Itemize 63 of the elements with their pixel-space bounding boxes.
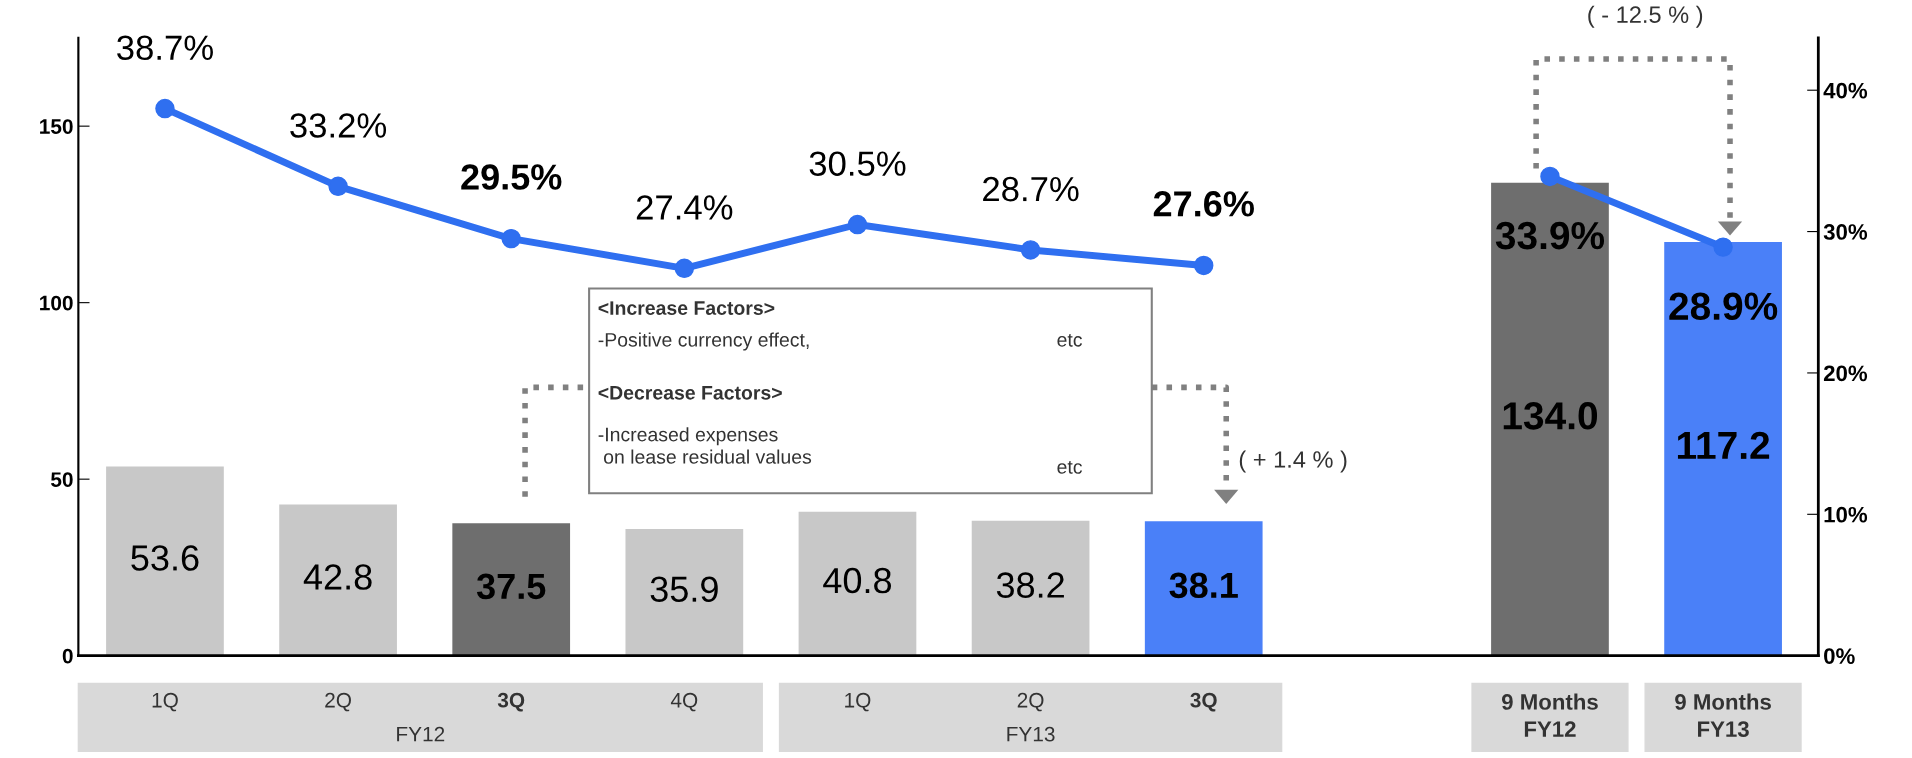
data-label: 27.6% [1153, 191, 1254, 217]
data-label: 38.1 [1169, 572, 1238, 599]
point [847, 214, 868, 235]
data-label: 117.2 [1677, 431, 1770, 459]
bar [106, 466, 224, 656]
annotation: etc [1057, 461, 1083, 474]
data-label: 33.2% [290, 113, 387, 138]
point [1020, 240, 1041, 260]
data-label: 29.5% [461, 164, 562, 190]
x-tick-label: 9 Months FY12 [1501, 693, 1598, 737]
data-label: 42.8 [303, 564, 372, 590]
y-tick-label: 0 [62, 648, 73, 664]
x-tick-label: 9 Months FY13 [1675, 693, 1771, 738]
y-tick-label: 150 [40, 119, 73, 134]
y2-tick-label: 10% [1824, 506, 1868, 523]
data-label: 38.7% [117, 35, 213, 61]
data-label: 35.9 [650, 576, 718, 602]
x-tick-label: 1Q [845, 692, 871, 712]
bar [625, 528, 744, 656]
data-label: 37.5 [476, 573, 546, 600]
annotation: ( + 1.4 % ) [1239, 450, 1347, 473]
x-tick-label: 2Q [325, 692, 351, 712]
bar [798, 511, 917, 656]
data-label: 53.6 [131, 545, 199, 571]
x-tick-label: 3Q [1190, 692, 1217, 712]
data-label: 28.7% [983, 176, 1079, 202]
data-label: 27.4% [636, 195, 733, 220]
annotation: -Increased expenses on lease residual values [598, 427, 812, 464]
x-tick-label: 4Q [670, 692, 698, 712]
data-label: 38.2 [996, 572, 1064, 598]
y-tick-label: 50 [51, 472, 73, 487]
text: ( - 12.5 % ) [1588, 5, 1703, 28]
text: FY12 [397, 726, 445, 742]
bar [1664, 241, 1782, 656]
data-label: 28.9% [1669, 292, 1778, 321]
annotation: -Positive currency effect, [598, 332, 809, 351]
point [155, 98, 175, 119]
point [328, 176, 348, 197]
point [1193, 255, 1214, 276]
x-tick-label: 1Q [152, 692, 178, 712]
point [501, 228, 521, 249]
text: FY13 [1007, 726, 1055, 742]
y2-tick-label: 40% [1823, 82, 1868, 99]
y-tick-label: 100 [40, 295, 73, 311]
y2-tick-label: 0% [1824, 648, 1855, 664]
data-label: 30.5% [809, 151, 906, 176]
point [1540, 166, 1560, 187]
point [674, 258, 695, 279]
x-tick-label: 2Q [1017, 692, 1044, 712]
data-label: 40.8 [823, 567, 892, 594]
bar [1144, 521, 1263, 656]
annotation: <Increase Factors> [598, 301, 775, 315]
annotation: <Decrease Factors> [598, 386, 782, 400]
point [1713, 237, 1733, 257]
annotation: etc [1057, 333, 1083, 347]
bar [971, 520, 1090, 656]
bar [452, 523, 571, 656]
y2-tick-label: 20% [1823, 365, 1868, 382]
y2-tick-label: 30% [1823, 224, 1868, 240]
x-tick-label: 3Q [497, 692, 525, 712]
bar [279, 504, 397, 656]
data-label: 33.9% [1495, 221, 1605, 250]
data-label: 134.0 [1503, 402, 1598, 430]
